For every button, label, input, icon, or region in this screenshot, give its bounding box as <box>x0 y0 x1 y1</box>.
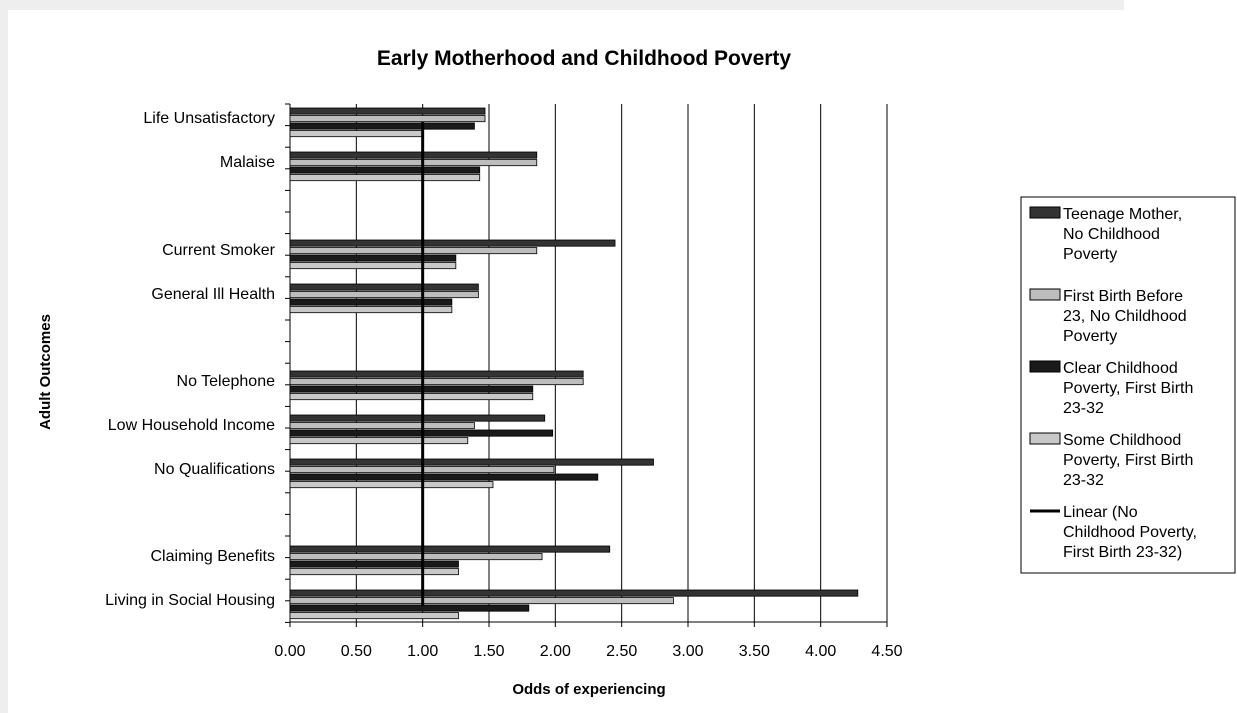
legend-label: Teenage Mother, <box>1063 206 1182 223</box>
x-tick-label: 0.50 <box>341 643 372 660</box>
category-label: General Ill Health <box>151 286 275 303</box>
legend-label: First Birth 23-32) <box>1063 544 1182 561</box>
bar <box>289 370 584 378</box>
legend-label: Poverty, First Birth <box>1063 380 1193 397</box>
bar <box>289 122 475 130</box>
category-label: Malaise <box>220 154 275 171</box>
legend-label: Some Childhood <box>1063 432 1181 449</box>
legend-swatch <box>1029 360 1061 373</box>
legend-label: 23-32 <box>1063 400 1104 417</box>
bar <box>289 481 494 489</box>
bar <box>289 247 538 255</box>
bar <box>289 291 479 299</box>
legend-label: Poverty, First Birth <box>1063 452 1193 469</box>
bar <box>289 239 616 247</box>
bar <box>289 115 486 123</box>
top-band <box>0 0 1124 10</box>
bar <box>289 612 459 620</box>
x-tick-label: 3.00 <box>672 643 703 660</box>
plot-area: 0.00 0.50 1.00 1.50 2.00 2.50 3.00 3.50 4.00 4.50… <box>105 103 903 660</box>
legend-label: No Childhood <box>1063 226 1160 243</box>
bar <box>289 553 543 561</box>
legend-label: 23-32 <box>1063 472 1104 489</box>
legend-label: Poverty <box>1063 246 1117 263</box>
legend-swatch <box>1029 206 1061 219</box>
x-tick-label: 3.50 <box>739 643 770 660</box>
bar <box>289 560 459 568</box>
bar <box>289 262 457 270</box>
category-label: Life Unsatisfactory <box>143 110 275 127</box>
legend-label: Poverty <box>1063 328 1117 345</box>
bar <box>289 458 654 466</box>
legend-label: Linear (No <box>1063 504 1138 521</box>
bar <box>289 545 611 553</box>
bar <box>289 597 674 605</box>
bar <box>289 130 424 138</box>
y-axis-title: Adult Outcomes <box>37 314 54 430</box>
bar <box>289 589 859 597</box>
bar <box>289 393 534 401</box>
bar <box>289 151 538 159</box>
bar <box>289 254 457 262</box>
bar <box>289 159 538 167</box>
legend: Teenage Mother, No Childhood Poverty First … <box>1020 196 1236 574</box>
chart-title: Early Motherhood and Childhood Poverty <box>377 47 792 70</box>
legend-label: First Birth Before <box>1063 288 1183 305</box>
legend-label: Childhood Poverty, <box>1063 524 1197 541</box>
x-tick-label: 4.00 <box>805 643 836 660</box>
legend-label: 23, No Childhood <box>1063 308 1187 325</box>
bar <box>289 174 481 182</box>
category-label: Claiming Benefits <box>151 548 276 565</box>
left-band <box>0 0 8 713</box>
bar <box>289 473 599 481</box>
bar <box>289 283 479 291</box>
bar <box>289 568 459 576</box>
x-tick-label: 2.50 <box>606 643 637 660</box>
legend-label: Clear Childhood <box>1063 360 1178 377</box>
bar <box>289 298 453 306</box>
bar <box>289 414 546 422</box>
x-tick-label: 4.50 <box>871 643 902 660</box>
bar <box>289 107 486 115</box>
bar <box>289 378 584 386</box>
category-label: Current Smoker <box>162 242 276 259</box>
category-label: No Qualifications <box>154 461 275 478</box>
category-label: Living in Social Housing <box>105 592 275 609</box>
bar <box>289 306 453 314</box>
x-tick-label: 1.50 <box>473 643 504 660</box>
legend-swatch <box>1029 432 1061 445</box>
legend-swatch <box>1029 288 1061 301</box>
category-label: No Telephone <box>177 373 276 390</box>
x-axis-title: Odds of experiencing <box>512 681 665 698</box>
bar <box>289 385 534 393</box>
bar <box>289 604 530 612</box>
bar <box>289 166 481 174</box>
bar <box>289 437 469 445</box>
x-tick-label: 2.00 <box>540 643 571 660</box>
x-tick-label: 1.00 <box>407 643 438 660</box>
category-label: Low Household Income <box>108 417 275 434</box>
bar <box>289 422 475 430</box>
x-tick-label: 0.00 <box>274 643 305 660</box>
